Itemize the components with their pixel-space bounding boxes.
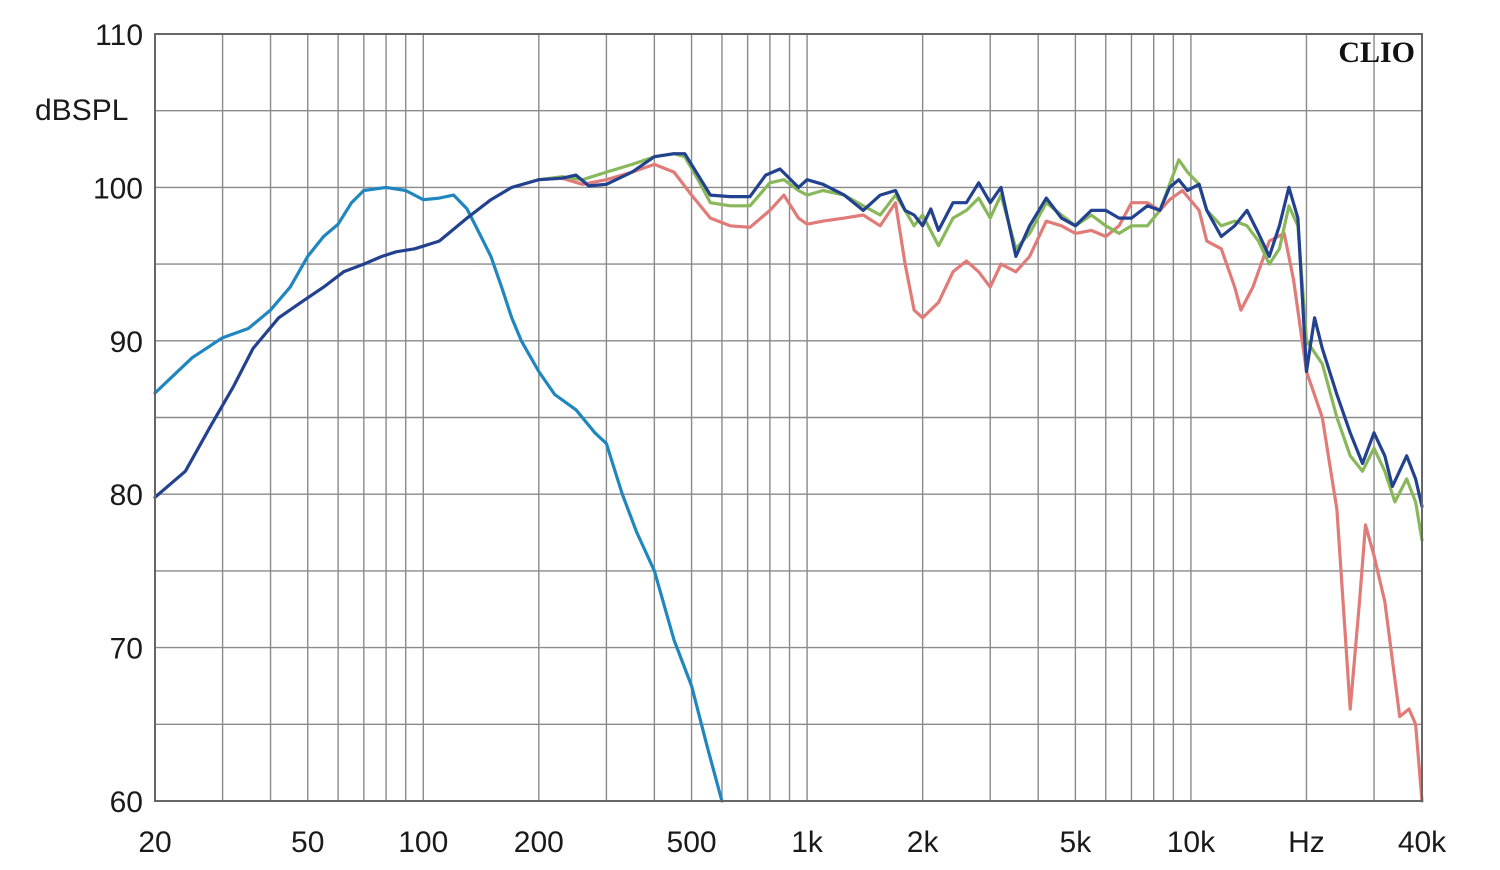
x-tick-label: 40k (1398, 826, 1447, 859)
y-tick-label: 60 (110, 786, 143, 819)
response-curve-2 (537, 162, 1424, 803)
y-axis-ticks: 60 70 80 90 100 110 (93, 19, 143, 819)
response-curve-1 (153, 185, 724, 803)
x-tick-label: 200 (514, 826, 564, 859)
clio-brand-mark: CLIO (1338, 36, 1415, 69)
x-axis-ticks: 20 50 100 200 500 1k 2k 5k 10k Hz 40k (138, 826, 1447, 859)
y-tick-label: 100 (93, 172, 143, 205)
y-tick-label: 110 (95, 19, 143, 52)
x-tick-label: 50 (291, 826, 324, 859)
x-tick-label: 5k (1060, 826, 1093, 859)
y-axis-label: dBSPL (35, 94, 128, 127)
y-tick-label: 70 (110, 633, 143, 666)
x-tick-label: 10k (1167, 826, 1216, 859)
y-tick-label: 80 (110, 479, 143, 512)
x-tick-label: 500 (667, 826, 717, 859)
plot-frame (154, 33, 1423, 802)
x-tick-label: Hz (1288, 826, 1325, 859)
response-curves (153, 152, 1424, 803)
x-tick-label: 1k (791, 826, 824, 859)
y-tick-label: 90 (110, 326, 143, 359)
x-tick-label: 20 (138, 826, 171, 859)
grid (155, 34, 1422, 801)
x-tick-label: 2k (907, 826, 940, 859)
x-tick-label: 100 (398, 826, 448, 859)
response-curve-4 (153, 152, 1424, 509)
